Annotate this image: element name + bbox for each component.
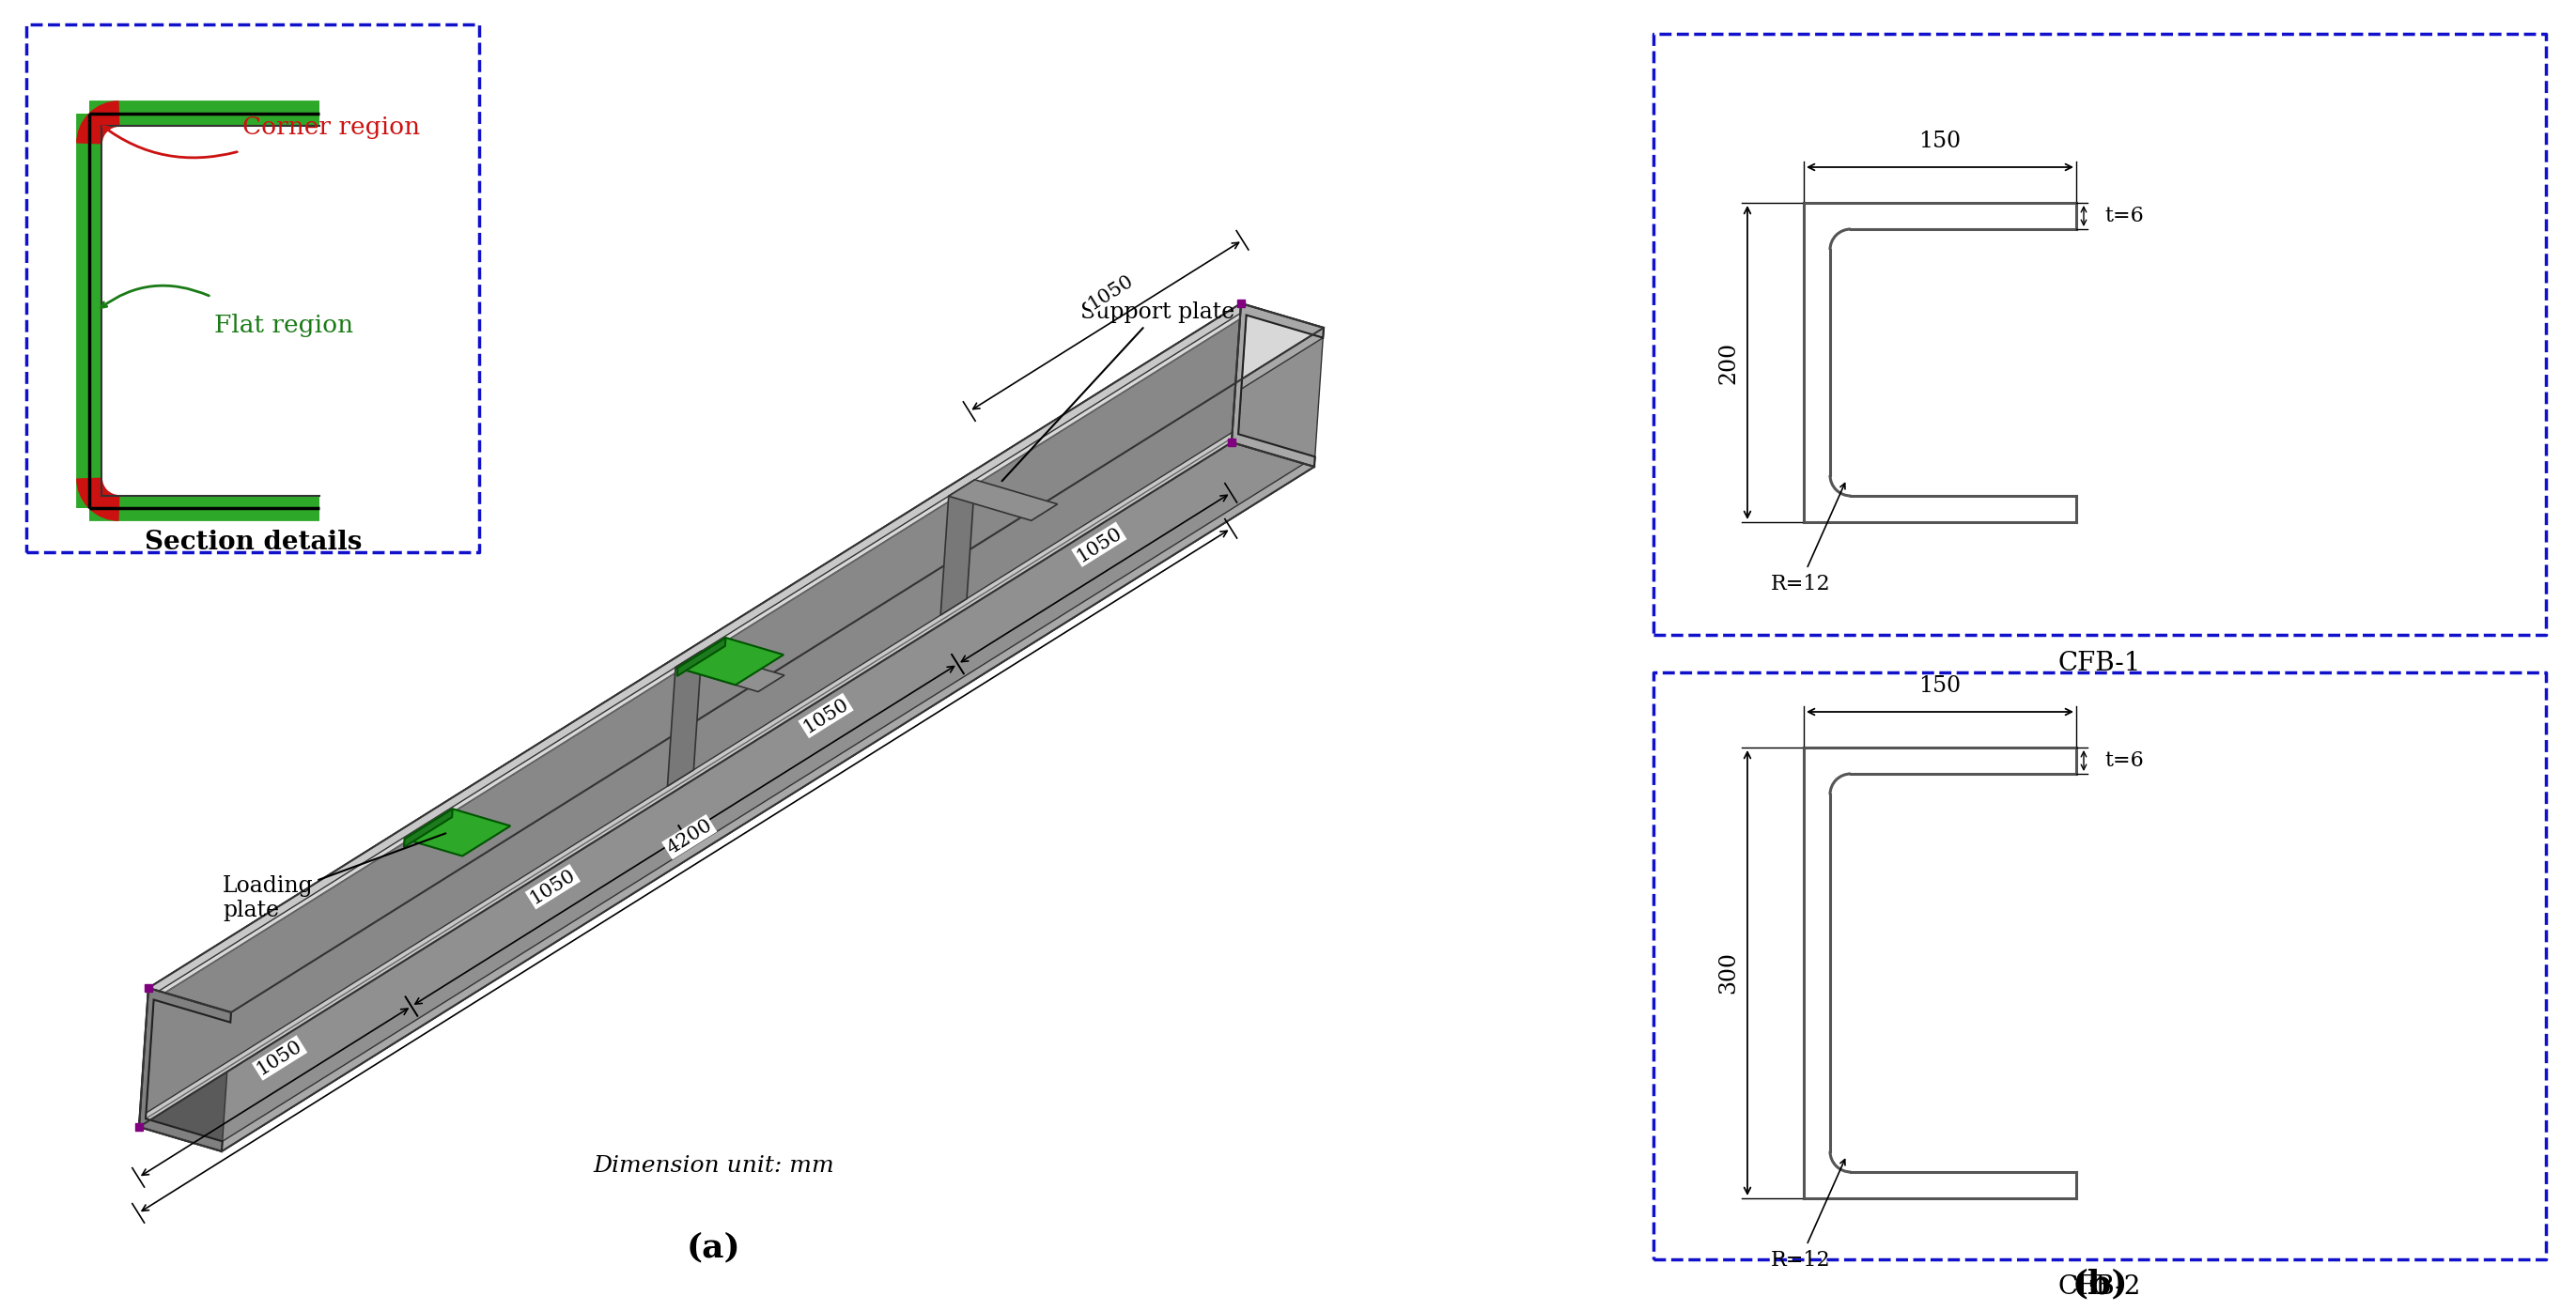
Polygon shape xyxy=(139,303,1242,1127)
Text: 300: 300 xyxy=(1718,952,1739,994)
Text: 1050: 1050 xyxy=(801,695,853,737)
Text: Flat region: Flat region xyxy=(214,313,353,337)
Text: CFB-2: CFB-2 xyxy=(2058,1274,2141,1301)
Text: R=12: R=12 xyxy=(1770,574,1832,594)
Text: 1050: 1050 xyxy=(1074,523,1126,565)
Text: CFB-1: CFB-1 xyxy=(2058,650,2141,675)
Text: 1050: 1050 xyxy=(252,1037,307,1079)
Polygon shape xyxy=(404,809,453,847)
Polygon shape xyxy=(139,988,232,1151)
Polygon shape xyxy=(229,328,1324,1023)
Polygon shape xyxy=(139,442,1314,1151)
Polygon shape xyxy=(139,433,1231,1127)
Polygon shape xyxy=(147,303,1242,998)
Text: 150: 150 xyxy=(1919,675,1960,697)
Polygon shape xyxy=(149,303,1324,1012)
Polygon shape xyxy=(222,456,1314,1151)
Text: 1050: 1050 xyxy=(1084,271,1136,312)
Text: 150: 150 xyxy=(1919,131,1960,152)
Text: 4200: 4200 xyxy=(665,815,716,857)
Polygon shape xyxy=(940,480,974,615)
Polygon shape xyxy=(948,480,1059,520)
Polygon shape xyxy=(667,650,701,787)
Polygon shape xyxy=(675,650,783,692)
Polygon shape xyxy=(1231,303,1324,467)
Text: R=12: R=12 xyxy=(1770,1249,1832,1270)
Text: t=6: t=6 xyxy=(2105,750,2143,771)
Polygon shape xyxy=(404,809,510,856)
Text: Section details: Section details xyxy=(144,530,363,555)
Text: Loading
plate: Loading plate xyxy=(222,834,446,922)
Text: 1050: 1050 xyxy=(526,865,580,907)
Text: (a): (a) xyxy=(688,1231,742,1262)
Text: Corner region: Corner region xyxy=(242,115,420,139)
Polygon shape xyxy=(222,328,1324,1151)
Polygon shape xyxy=(677,637,726,676)
Text: 200: 200 xyxy=(1718,341,1739,384)
Polygon shape xyxy=(147,315,1247,1118)
Text: Support plate: Support plate xyxy=(1002,302,1234,481)
Polygon shape xyxy=(677,637,783,684)
Text: Dimension unit: mm: Dimension unit: mm xyxy=(592,1155,835,1176)
Text: t=6: t=6 xyxy=(2105,206,2143,227)
Text: (b): (b) xyxy=(2071,1268,2128,1299)
